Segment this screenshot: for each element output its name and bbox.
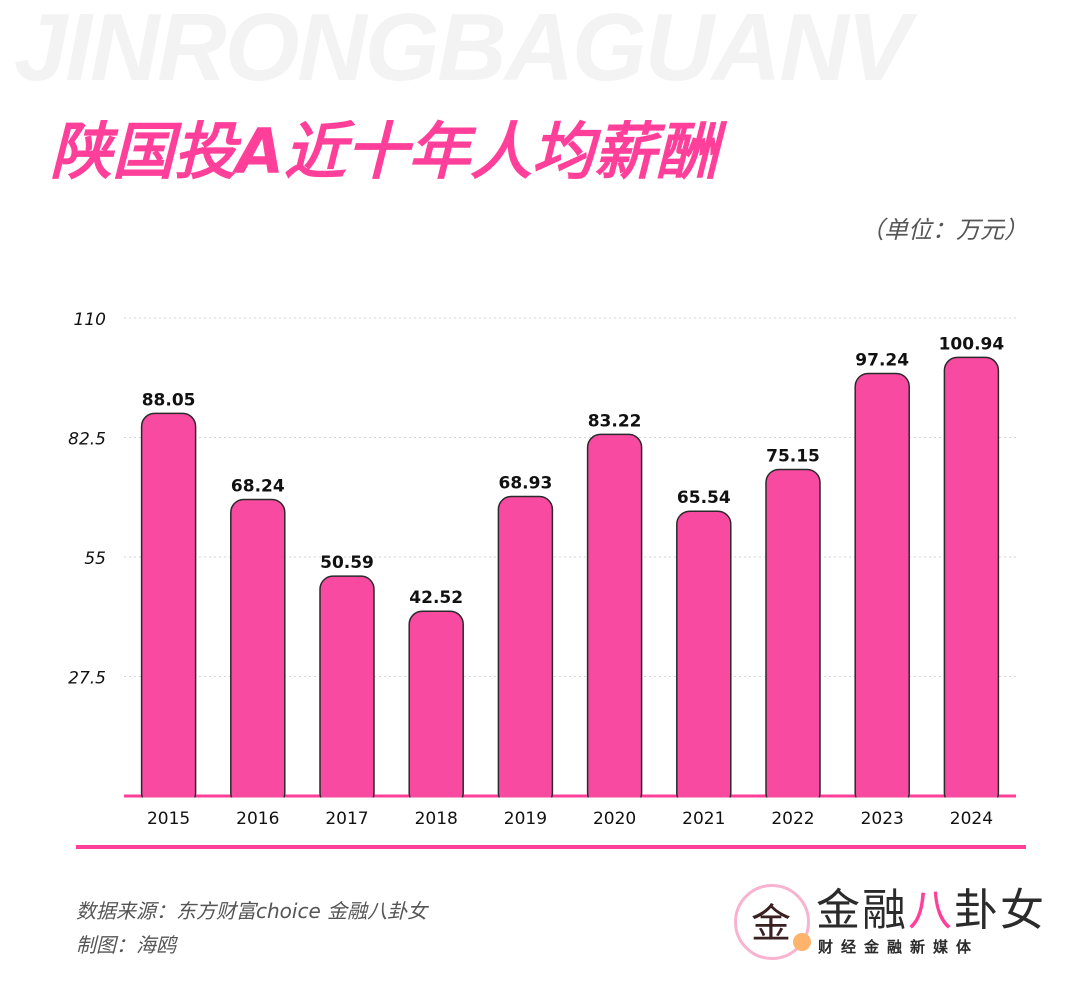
baseline-mask [120, 797, 1020, 812]
chart-title: 陕国投A近十年人均薪酬 [50, 115, 718, 188]
bar [230, 498, 286, 807]
bar-value-label: 50.59 [320, 553, 374, 573]
logo-glyph: 金 [751, 901, 791, 947]
chart-maker: 制图：海鸥 [76, 933, 176, 957]
logo-tagline: 财经金融新媒体 [818, 938, 980, 956]
x-tick-label: 2016 [236, 809, 279, 829]
bar-chart: 110 82.5 55 27.5 88.05 2015 68.24 2016 50.59 2017… [68, 310, 1020, 829]
y-tick-label: 55 [84, 549, 106, 569]
bar [140, 412, 197, 807]
x-tick-label: 2022 [771, 809, 814, 829]
bar [408, 610, 464, 807]
bar [765, 468, 821, 807]
y-tick-label: 110 [74, 310, 106, 330]
bar [497, 495, 554, 807]
bar-value-label: 65.54 [677, 488, 731, 508]
x-tick-label: 2019 [504, 809, 547, 829]
x-tick-label: 2021 [682, 809, 725, 829]
logo-name: 金融八卦女 [816, 886, 1046, 936]
bar [943, 356, 1000, 807]
bar-value-label: 68.93 [499, 473, 553, 493]
brand-logo: 金 金融八卦女 财经金融新媒体 [730, 882, 1044, 972]
x-tick-label: 2018 [415, 809, 458, 829]
bar [676, 510, 732, 807]
bar-value-label: 68.24 [231, 476, 285, 496]
bar [854, 372, 910, 807]
logo-circle-icon: 金 [734, 884, 811, 960]
bar-value-label: 83.22 [588, 411, 642, 431]
x-tick-label: 2024 [950, 809, 993, 829]
bar-value-label: 75.15 [766, 446, 820, 466]
x-tick-label: 2017 [325, 809, 368, 829]
bar-value-label: 97.24 [855, 350, 909, 370]
bar-value-label: 88.05 [142, 390, 196, 410]
logo-name-part-3: 卦女 [954, 885, 1046, 936]
bars-layer [120, 356, 1020, 812]
x-tick-label: 2023 [861, 809, 904, 829]
bottom-divider [76, 845, 1026, 849]
bar [586, 433, 643, 807]
bar-value-label: 42.52 [409, 588, 463, 608]
data-source: 数据来源：东方财富choice 金融八卦女 [76, 899, 428, 923]
logo-name-part-2: 八 [908, 885, 954, 936]
bar-value-label: 100.94 [939, 334, 1005, 354]
background-watermark: JINRONGBAGUANV [14, 2, 911, 94]
x-tick-label: 2020 [593, 809, 636, 829]
labels-layer: 110 82.5 55 27.5 88.05 2015 68.24 2016 50.59 2017… [68, 310, 1004, 829]
y-tick-label: 27.5 [68, 669, 106, 689]
unit-label: （单位：万元） [860, 216, 1028, 244]
bar [319, 575, 375, 807]
y-tick-label: 82.5 [68, 430, 106, 450]
logo-name-part-1: 金融 [816, 885, 908, 936]
x-tick-label: 2015 [147, 809, 190, 829]
